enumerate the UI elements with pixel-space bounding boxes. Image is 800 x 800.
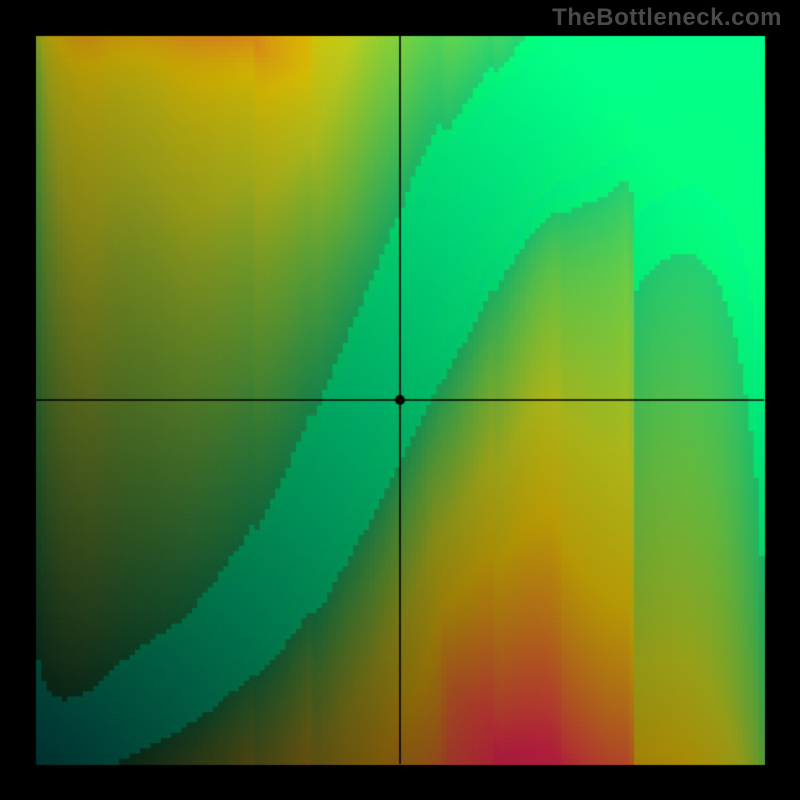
chart-stage: TheBottleneck.com xyxy=(0,0,800,800)
bottleneck-heatmap xyxy=(0,0,800,800)
watermark-text: TheBottleneck.com xyxy=(552,4,782,32)
